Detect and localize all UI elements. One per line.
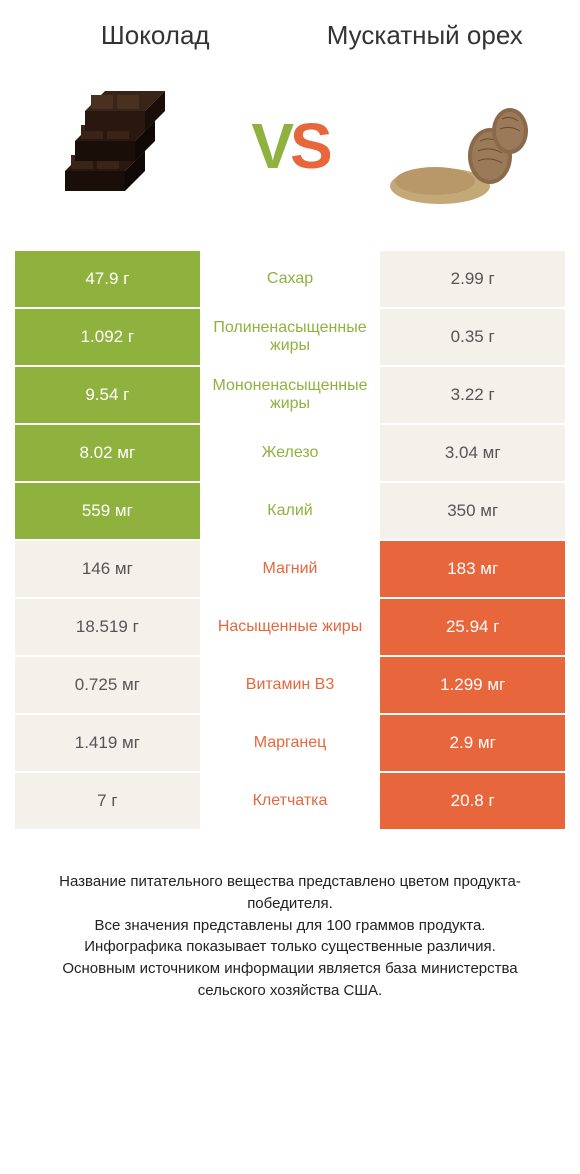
nutrient-label: Мононенасыщенные жиры [200,367,381,423]
table-row: 1.092 гПолиненасыщенные жиры0.35 г [15,309,565,367]
vs-badge: VS [251,109,328,183]
left-value: 146 мг [15,541,200,597]
nutrient-label: Полиненасыщенные жиры [200,309,381,365]
table-row: 146 мгМагний183 мг [15,541,565,599]
left-value: 7 г [15,773,200,829]
right-value: 20.8 г [380,773,565,829]
nutrient-label: Сахар [200,251,381,307]
right-value: 3.04 мг [380,425,565,481]
left-value: 9.54 г [15,367,200,423]
footer-line-1: Название питательного вещества представл… [35,871,545,915]
footer-line-2: Все значения представлены для 100 граммо… [35,915,545,937]
right-value: 25.94 г [380,599,565,655]
table-row: 559 мгКалий350 мг [15,483,565,541]
left-value: 0.725 мг [15,657,200,713]
vs-s-letter: S [290,110,329,182]
left-value: 559 мг [15,483,200,539]
left-value: 18.519 г [15,599,200,655]
nutmeg-icon [385,71,535,221]
table-row: 47.9 гСахар2.99 г [15,251,565,309]
left-value: 1.092 г [15,309,200,365]
table-row: 1.419 мгМарганец2.9 мг [15,715,565,773]
table-row: 7 гКлетчатка20.8 г [15,773,565,831]
right-value: 3.22 г [380,367,565,423]
table-row: 18.519 гНасыщенные жиры25.94 г [15,599,565,657]
chocolate-icon [45,71,195,221]
nutrient-label: Калий [200,483,381,539]
right-product-title: Мускатный орех [315,20,536,51]
nutrient-label: Железо [200,425,381,481]
right-value: 2.9 мг [380,715,565,771]
table-row: 9.54 гМононенасыщенные жиры3.22 г [15,367,565,425]
nutrient-label: Насыщенные жиры [200,599,381,655]
images-row: VS [15,61,565,241]
footer-notes: Название питательного вещества представл… [15,871,565,1002]
right-value: 183 мг [380,541,565,597]
left-product-title: Шоколад [45,20,266,51]
header-row: Шоколад Мускатный орех [15,20,565,61]
left-value: 8.02 мг [15,425,200,481]
table-row: 8.02 мгЖелезо3.04 мг [15,425,565,483]
nutrient-label: Магний [200,541,381,597]
nutrient-label: Клетчатка [200,773,381,829]
right-value: 2.99 г [380,251,565,307]
left-value: 1.419 мг [15,715,200,771]
nutrient-label: Марганец [200,715,381,771]
footer-line-4: Основным источником информации является … [35,958,545,1002]
left-value: 47.9 г [15,251,200,307]
right-value: 1.299 мг [380,657,565,713]
right-value: 0.35 г [380,309,565,365]
vs-v-letter: V [251,110,290,182]
right-value: 350 мг [380,483,565,539]
footer-line-3: Инфографика показывает только существенн… [35,936,545,958]
comparison-table: 47.9 гСахар2.99 г1.092 гПолиненасыщенные… [15,251,565,831]
table-row: 0.725 мгВитамин B31.299 мг [15,657,565,715]
nutrient-label: Витамин B3 [200,657,381,713]
